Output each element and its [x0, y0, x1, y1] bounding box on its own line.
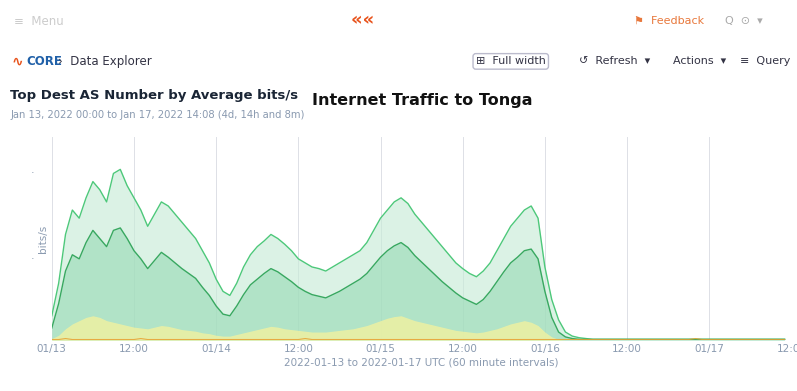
Text: Q  ⊙  ▾: Q ⊙ ▾: [725, 16, 763, 26]
Y-axis label: bits/s: bits/s: [37, 224, 48, 253]
Text: Actions  ▾: Actions ▾: [673, 56, 726, 66]
Text: ·: ·: [31, 254, 35, 264]
Text: ≡  Query: ≡ Query: [740, 56, 790, 66]
Text: ««: ««: [351, 11, 381, 29]
Text: Jan 13, 2022 00:00 to Jan 17, 2022 14:08 (4d, 14h and 8m): Jan 13, 2022 00:00 to Jan 17, 2022 14:08…: [10, 110, 304, 120]
Text: ⚑  Feedback: ⚑ Feedback: [634, 16, 705, 26]
Text: ↺  Refresh  ▾: ↺ Refresh ▾: [579, 56, 650, 66]
Text: ≡  Menu: ≡ Menu: [14, 14, 64, 28]
Text: kentik.: kentik.: [381, 13, 440, 28]
Text: CORE: CORE: [26, 55, 62, 68]
X-axis label: 2022-01-13 to 2022-01-17 UTC (60 minute intervals): 2022-01-13 to 2022-01-17 UTC (60 minute …: [285, 357, 559, 367]
Text: Top Dest AS Number by Average bits/s: Top Dest AS Number by Average bits/s: [10, 89, 299, 102]
Text: Internet Traffic to Tonga: Internet Traffic to Tonga: [312, 93, 532, 108]
Text: ∿: ∿: [11, 54, 23, 68]
Text: ›  Data Explorer: › Data Explorer: [58, 55, 152, 68]
Text: ⊞  Full width: ⊞ Full width: [476, 56, 546, 66]
Text: ·: ·: [31, 169, 35, 178]
